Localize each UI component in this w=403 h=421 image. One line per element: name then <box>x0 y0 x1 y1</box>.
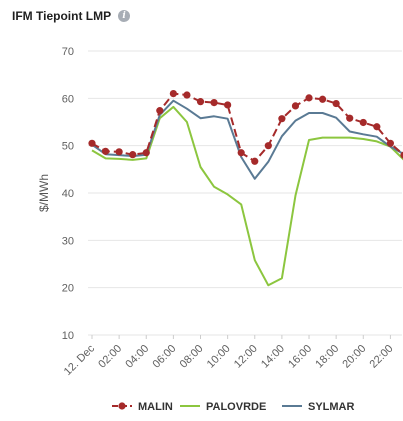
chart-title: IFM Tiepoint LMP <box>12 9 112 23</box>
y-axis-ticks: 10 20 30 40 50 60 70 <box>62 46 74 342</box>
x-axis-ticks: 12. Dec 02:00 04:00 06:00 08:00 10:00 12:00 14:… <box>62 335 396 378</box>
data-point-malin[interactable] <box>237 149 245 157</box>
x-tick-label: 20:00 <box>340 343 368 371</box>
legend-item-palovrde[interactable]: PALOVRDE <box>180 401 266 413</box>
y-tick-label: 10 <box>62 330 74 342</box>
series-lines <box>88 90 403 287</box>
data-point-malin[interactable] <box>386 139 395 147</box>
legend-label: PALOVRDE <box>206 401 266 413</box>
y-tick-label: 60 <box>62 93 74 105</box>
data-point-malin[interactable] <box>101 147 110 155</box>
y-tick-label: 30 <box>62 235 74 247</box>
legend-marker <box>118 402 126 410</box>
series-line-palovrde[interactable] <box>91 105 403 287</box>
legend[interactable]: MALIN PALOVRDE SYLMAR <box>112 401 355 413</box>
series-line-sylmar[interactable] <box>91 99 403 180</box>
data-point-malin[interactable] <box>264 142 272 150</box>
data-point-malin[interactable] <box>251 157 259 165</box>
x-tick-label: 12:00 <box>232 343 260 371</box>
x-tick-label: 22:00 <box>368 343 396 371</box>
data-point-malin[interactable] <box>224 101 232 109</box>
x-tick-label: 04:00 <box>123 343 151 371</box>
series-line-malin[interactable] <box>91 92 403 163</box>
legend-label: MALIN <box>138 401 173 413</box>
data-point-malin[interactable] <box>291 102 300 110</box>
legend-item-malin[interactable]: MALIN <box>112 401 173 413</box>
x-tick-label: 06:00 <box>151 343 179 371</box>
y-tick-label: 50 <box>62 141 74 153</box>
y-tick-label: 70 <box>62 46 74 58</box>
data-point-malin[interactable] <box>115 148 123 156</box>
grid-lines <box>88 50 402 336</box>
legend-label: SYLMAR <box>308 401 355 413</box>
y-axis-title: $/MWh <box>37 174 51 212</box>
data-point-malin[interactable] <box>359 118 367 127</box>
y-tick-label: 20 <box>62 283 74 295</box>
data-point-malin[interactable] <box>210 98 218 107</box>
data-point-malin[interactable] <box>278 115 286 123</box>
data-point-malin[interactable] <box>346 114 354 122</box>
data-point-malin[interactable] <box>142 149 150 157</box>
x-tick-label: 14:00 <box>259 343 287 371</box>
data-point-malin[interactable] <box>169 90 177 98</box>
x-tick-label: 16:00 <box>286 343 314 371</box>
data-point-malin[interactable] <box>373 123 381 131</box>
data-point-malin[interactable] <box>183 91 191 99</box>
chart-header: IFM Tiepoint LMP i <box>12 9 131 23</box>
y-tick-label: 40 <box>62 188 74 200</box>
data-point-malin[interactable] <box>156 107 164 115</box>
x-tick-label: 18:00 <box>313 343 341 371</box>
data-point-malin[interactable] <box>88 139 96 147</box>
data-point-malin[interactable] <box>129 151 137 159</box>
x-tick-label: 12. Dec <box>62 342 98 378</box>
data-point-malin[interactable] <box>400 151 403 159</box>
x-tick-label: 02:00 <box>96 343 124 371</box>
x-tick-label: 10:00 <box>205 343 233 371</box>
data-point-malin[interactable] <box>196 98 205 106</box>
x-tick-label: 08:00 <box>178 343 206 371</box>
info-icon[interactable]: i <box>118 10 131 22</box>
data-point-malin[interactable] <box>318 95 327 103</box>
data-point-malin[interactable] <box>305 94 313 102</box>
legend-item-sylmar[interactable]: SYLMAR <box>282 401 355 413</box>
data-point-malin[interactable] <box>332 99 340 108</box>
